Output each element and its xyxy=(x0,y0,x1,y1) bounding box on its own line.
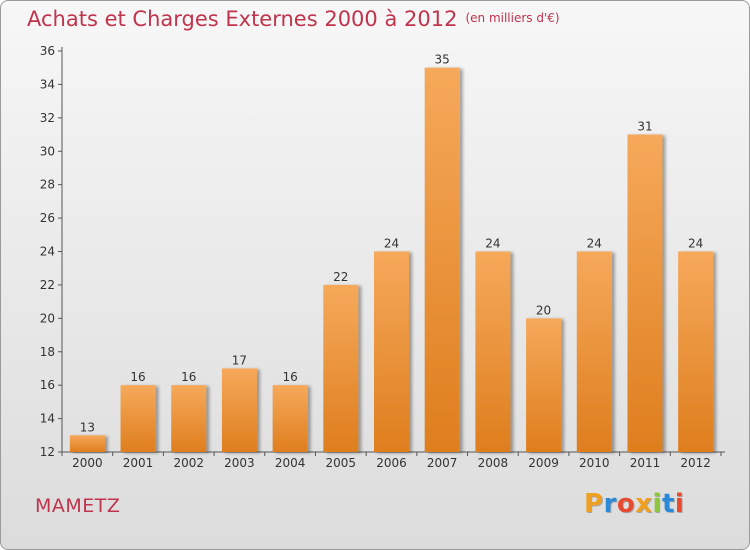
y-tick-label: 30 xyxy=(40,144,55,158)
bar-value-label: 35 xyxy=(435,53,450,67)
proxiti-logo[interactable]: Proxiti xyxy=(584,489,684,519)
x-tick-label: 2012 xyxy=(680,456,711,470)
bar-value-label: 22 xyxy=(333,270,348,284)
x-tick-label: 2003 xyxy=(224,456,255,470)
logo-letter: i xyxy=(652,489,662,519)
bar[interactable] xyxy=(678,251,714,453)
x-tick-label: 2011 xyxy=(630,456,661,470)
bar-value-label: 17 xyxy=(232,353,247,367)
bar-value-label: 24 xyxy=(384,237,399,251)
x-tick-label: 2006 xyxy=(376,456,407,470)
bar-value-label: 16 xyxy=(282,370,297,384)
x-tick-label: 2000 xyxy=(72,456,103,470)
logo-letter: i xyxy=(674,489,685,519)
x-tick-label: 2005 xyxy=(326,456,357,470)
bar[interactable] xyxy=(221,368,257,452)
x-tick-label: 2007 xyxy=(427,456,458,470)
bar-value-label: 31 xyxy=(637,120,652,134)
bar-value-label: 24 xyxy=(688,237,703,251)
chart-title: Achats et Charges Externes 2000 à 2012 (e… xyxy=(27,7,560,31)
y-tick-label: 22 xyxy=(40,278,55,292)
x-tick-label: 2001 xyxy=(123,456,154,470)
bar-value-label: 20 xyxy=(536,303,551,317)
bar-value-label: 16 xyxy=(130,370,145,384)
bar[interactable] xyxy=(69,435,105,452)
bar[interactable] xyxy=(374,251,409,453)
x-tick-label: 2009 xyxy=(528,456,559,470)
y-tick-label: 34 xyxy=(40,77,55,91)
bar[interactable] xyxy=(627,134,663,452)
bar[interactable] xyxy=(475,251,511,453)
bar[interactable] xyxy=(171,385,207,452)
y-tick-label: 18 xyxy=(40,345,55,359)
y-tick-label: 28 xyxy=(40,178,55,192)
y-tick-label: 16 xyxy=(40,378,55,392)
bar[interactable] xyxy=(120,385,156,452)
bar[interactable] xyxy=(323,284,359,452)
y-tick-label: 24 xyxy=(40,245,55,259)
commune-name: MAMETZ xyxy=(35,495,121,517)
bar-value-label: 13 xyxy=(80,420,95,434)
logo-letter: t xyxy=(661,489,675,519)
bar[interactable] xyxy=(272,385,308,452)
x-tick-label: 2002 xyxy=(173,456,204,470)
y-tick-label: 14 xyxy=(40,412,55,426)
y-tick-label: 20 xyxy=(40,311,55,325)
logo-letter: r xyxy=(603,489,617,519)
chart-title-text: Achats et Charges Externes 2000 à 2012 xyxy=(27,7,458,31)
bar[interactable] xyxy=(526,318,562,452)
logo-letter: x xyxy=(635,489,653,519)
chart-subtitle: (en milliers d'€) xyxy=(465,11,560,25)
y-tick-label: 12 xyxy=(40,445,55,459)
y-tick-label: 32 xyxy=(40,111,55,125)
x-tick-label: 2008 xyxy=(478,456,509,470)
bar[interactable] xyxy=(576,251,612,453)
logo-letter: o xyxy=(616,489,636,519)
bar-value-label: 16 xyxy=(181,370,196,384)
x-tick-label: 2010 xyxy=(579,456,610,470)
x-tick-label: 2004 xyxy=(275,456,306,470)
y-tick-label: 36 xyxy=(40,44,55,58)
logo-letter: P xyxy=(584,489,604,519)
bar-value-label: 24 xyxy=(485,237,500,251)
bar[interactable] xyxy=(424,67,460,452)
y-tick-label: 26 xyxy=(40,211,55,225)
bar-value-label: 24 xyxy=(587,237,602,251)
